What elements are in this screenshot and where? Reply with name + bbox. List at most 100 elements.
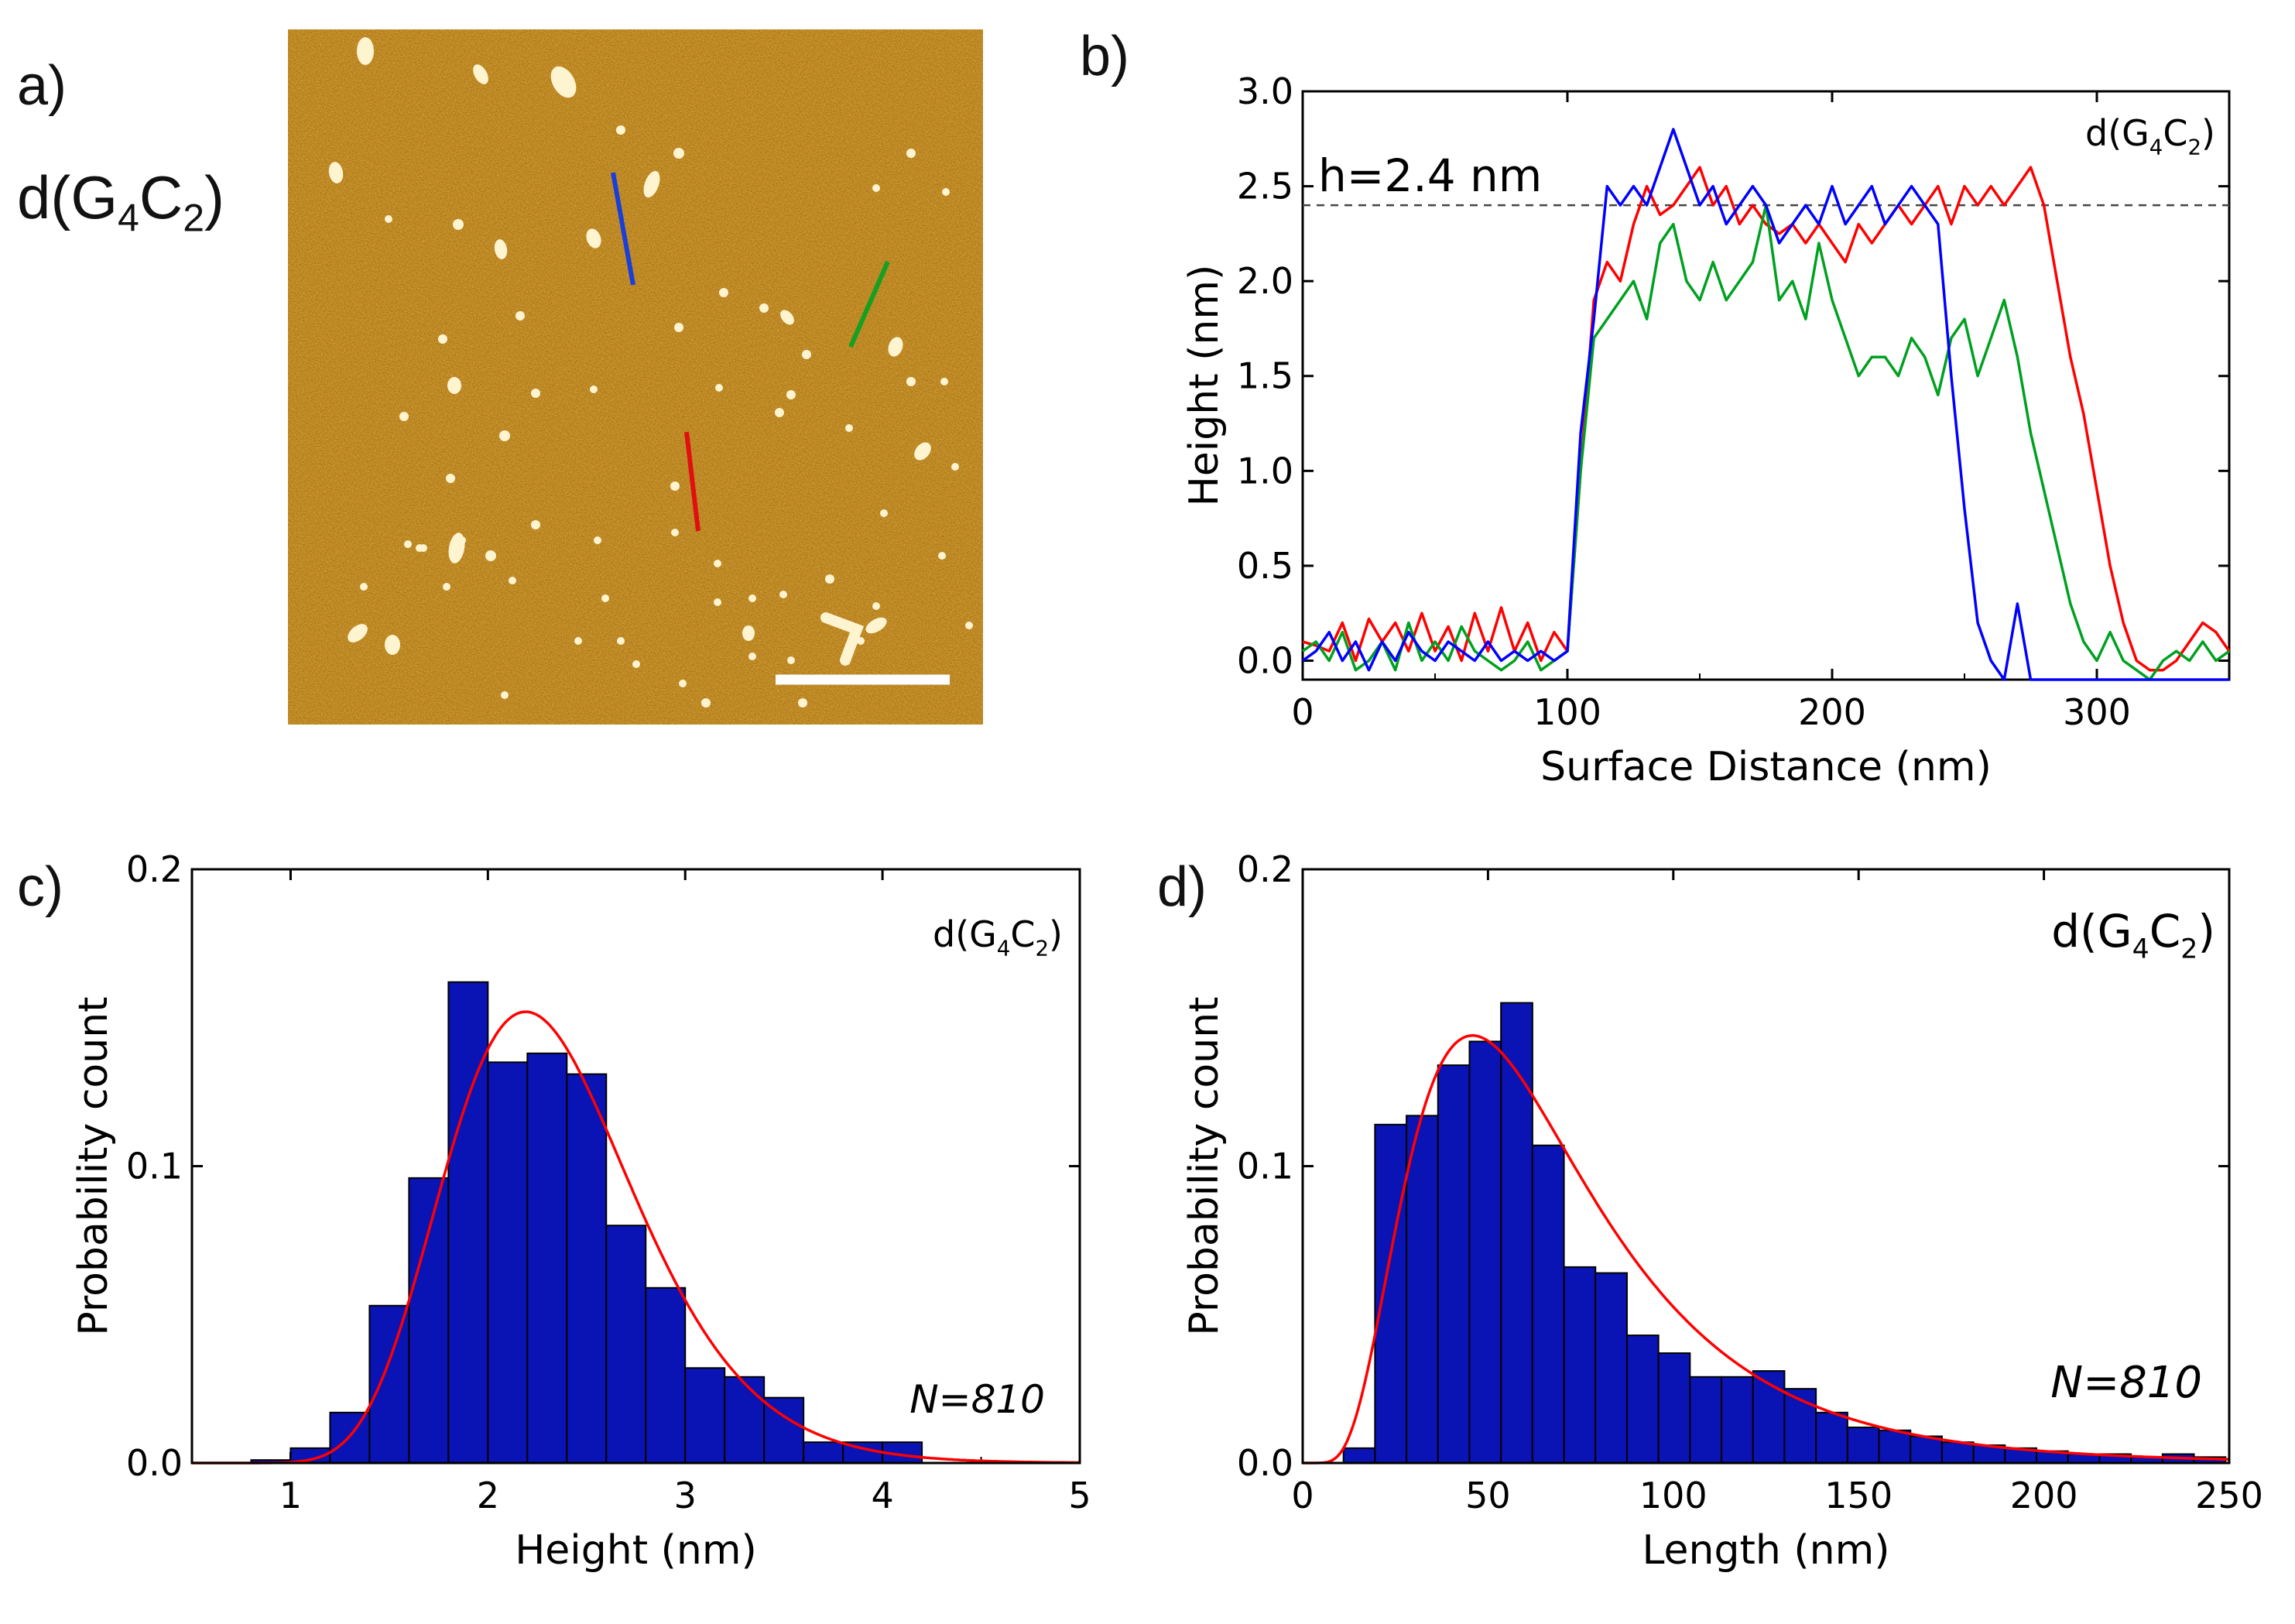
profile-plot-frame [1301,90,2231,681]
profile-sample-label: d(G4C2) [2085,112,2215,160]
afm-particle [501,691,509,699]
profile-ytick-label: 0.5 [1237,545,1293,587]
length-hist-n-label: N=810 [2050,1358,2202,1408]
height-hist-bar [487,1061,529,1464]
length-hist-bar [1815,1411,1848,1465]
afm-particle [360,583,368,591]
height-hist-bar [526,1052,568,1464]
afm-aggregate [820,612,865,666]
afm-particle [516,311,525,320]
afm-particle [802,350,811,359]
afm-particle [671,529,679,536]
afm-particle [643,170,660,198]
afm-particle [888,337,903,357]
length-hist-xtick-label: 200 [2010,1475,2078,1516]
afm-particle [798,698,807,708]
profile-ytick-label: 3.0 [1237,70,1293,112]
afm-particle [714,560,721,567]
afm-particle [942,188,950,196]
length-hist-frame-top [1301,868,2231,1465]
afm-particle [499,430,510,441]
afm-particle [590,385,598,393]
afm-particle [453,219,464,230]
length-hist-fit-curve [1303,1034,2230,1465]
afm-particle [719,288,728,297]
length-hist-bar [1406,1115,1439,1465]
afm-particle [385,635,400,655]
afm-particle [906,149,916,158]
length-hist-ytick-label: 0.1 [1237,1146,1293,1187]
height-hist-ytick-label: 0.2 [126,848,183,890]
height-hist-n-label: N=810 [909,1377,1045,1422]
length-hist-bar [1721,1376,1754,1465]
height-hist-bar [408,1177,450,1464]
profile-ylabel: Height (nm) [1181,265,1228,507]
afm-particle [715,384,723,392]
afm-particle [714,598,721,606]
height-hist-xtick-label: 2 [477,1475,499,1516]
afm-particle [485,550,496,561]
panel-b-label: b) [1080,26,1130,87]
length-hist-xtick-label: 50 [1465,1475,1511,1516]
height-hist-ytick-label: 0.0 [126,1442,183,1484]
profile-xtick-label: 100 [1533,691,1601,733]
afm-particle [865,617,887,634]
length-hist-bar [1500,1002,1533,1464]
height-hist-xtick-label: 5 [1068,1475,1091,1516]
afm-particle [748,653,756,660]
length-hist-ylabel: Probability count [1181,996,1228,1335]
afm-particle [447,377,461,394]
afm-particle [328,162,344,183]
length-hist-sample-label: d(G4C2) [2051,905,2215,965]
profile-ytick-label: 1.5 [1237,355,1293,397]
length-hist-bar [1910,1435,1943,1464]
green-profile-line [848,260,890,348]
afm-particle [701,698,711,708]
length-hist-xtick-label: 100 [1639,1475,1708,1516]
afm-particle [357,37,374,65]
afm-particle [880,509,888,517]
height-hist-frame-top [190,868,1081,1465]
height-hist-bar [684,1367,726,1465]
profile-ytick-label: 0.0 [1237,639,1293,681]
length-hist-bar [1374,1123,1408,1465]
afm-particle [550,66,577,98]
afm-particle [759,303,769,313]
height-hist-ylabel: Probability count [70,996,117,1335]
afm-particle [574,637,582,645]
height-hist-bar [803,1441,844,1465]
afm-particle [845,424,853,432]
afm-particle [616,125,625,135]
afm-particle [443,583,450,591]
panel-a-sample-label: d(G4C2) [17,163,224,240]
height-hist-bar [763,1396,805,1465]
profile-xlabel: Surface Distance (nm) [1540,744,1992,790]
afm-particle [473,64,488,84]
afm-particle [531,389,540,398]
length-hist-bar [1625,1334,1660,1464]
afm-particle [775,408,784,417]
height-annotation: h=2.4 nm [1318,149,1542,202]
afm-particle [674,323,683,332]
afm-particle [742,625,755,641]
profile-series-0 [1302,166,2231,672]
afm-particle [748,594,756,602]
height-hist-bar [368,1304,410,1464]
height-hist-xtick-label: 3 [674,1475,697,1516]
height-hist-bar [645,1287,687,1464]
height-hist-fit-curve [192,1010,1080,1465]
afm-particle [399,412,409,421]
blue-profile-line [611,172,635,286]
afm-particle [938,552,946,560]
afm-particle [509,577,516,584]
afm-particle [348,624,368,642]
afm-particle [825,574,834,584]
afm-particle [780,310,794,325]
afm-particle [779,591,787,598]
afm-particle [786,390,796,399]
afm-image [288,29,983,725]
afm-particle [940,378,948,385]
afm-particle [632,660,640,668]
panel-c-label: c) [17,856,63,918]
